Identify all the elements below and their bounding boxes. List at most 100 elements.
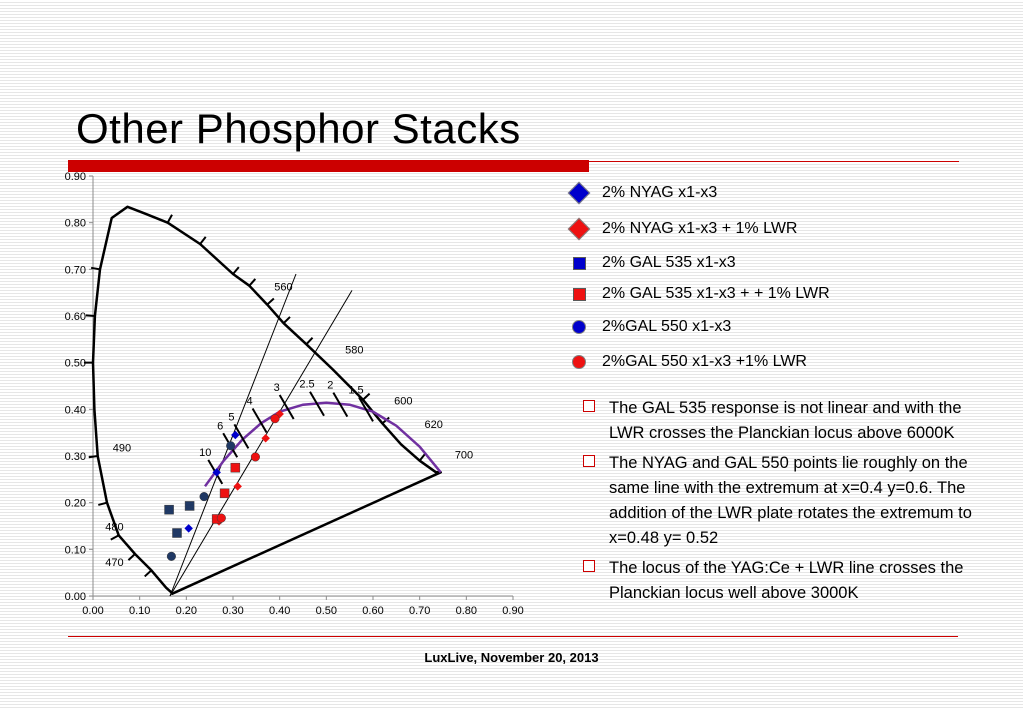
footer-rule <box>68 636 958 637</box>
wavelength-label: 600 <box>394 396 412 408</box>
data-point-circle <box>270 414 280 424</box>
data-point-circle <box>166 551 176 561</box>
bullet-text: The NYAG and GAL 550 points lie roughly … <box>609 454 972 547</box>
legend-label: 2% NYAG x1-x3 <box>602 184 718 201</box>
x-tick-label: 0.10 <box>129 605 150 617</box>
y-tick-label: 0.90 <box>65 171 86 183</box>
y-tick-label: 0.30 <box>65 451 86 463</box>
wavelength-tick <box>362 392 371 401</box>
x-tick-label: 0.40 <box>269 605 290 617</box>
planckian-locus: 10 65 4 3 2.5 2 1.5 <box>169 273 442 597</box>
bullet-item: The NYAG and GAL 550 points lie roughly … <box>583 451 983 551</box>
wavelength-tick <box>199 236 207 245</box>
data-point-diamond <box>261 434 270 443</box>
wavelength-tick <box>418 453 427 462</box>
cct-label: 4 <box>247 396 253 408</box>
data-point-square <box>164 504 174 515</box>
data-point-circle <box>226 441 236 451</box>
planckian-locus-curve <box>203 401 442 488</box>
bullet-list: The GAL 535 response is not linear and w… <box>583 396 983 611</box>
y-tick-label: 0.20 <box>65 498 86 510</box>
data-point-square <box>219 488 230 499</box>
cct-label: 2.5 <box>299 379 314 391</box>
data-point-diamond <box>212 468 221 477</box>
wavelength-tick <box>98 501 108 506</box>
title-underline-red <box>68 160 589 172</box>
x-tick-label: 0.70 <box>409 605 430 617</box>
legend-label: 2% GAL 535 x1-x3 + + 1% LWR <box>602 285 830 302</box>
wavelength-tick <box>110 534 120 541</box>
bullet-text: The locus of the YAG:Ce + LWR line cross… <box>609 559 964 602</box>
chart-points <box>164 409 284 561</box>
reference-line <box>169 290 353 597</box>
wavelength-tick <box>127 553 136 561</box>
legend-item-nyag-lwr: 2% NYAG x1-x3 + 1% LWR <box>567 216 798 242</box>
y-tick-label: 0.80 <box>65 218 86 230</box>
cct-label: 10 <box>199 447 211 459</box>
x-tick-label: 0.60 <box>362 605 383 617</box>
legend-symbol-red-diamond <box>567 217 591 241</box>
data-point-circle <box>199 492 209 502</box>
y-tick-label: 0.70 <box>65 264 86 276</box>
data-point-square <box>172 528 182 538</box>
wavelength-tick <box>144 569 153 578</box>
wavelength-tick <box>248 278 257 287</box>
wavelength-tick <box>166 214 173 224</box>
title-underline-thin <box>589 161 959 162</box>
footer-text: LuxLive, November 20, 2013 <box>424 650 599 665</box>
legend-label: 2% NYAG x1-x3 + 1% LWR <box>602 220 798 237</box>
data-point-diamond <box>233 482 242 491</box>
cct-tick <box>332 392 349 418</box>
cct-tick <box>358 396 374 422</box>
cct-tick <box>309 391 325 417</box>
x-tick-label: 0.90 <box>502 605 523 617</box>
chart-axes: 0.00 0.10 0.20 0.30 0.40 0.50 0.60 0.70 0.80 0.90… <box>65 171 524 617</box>
spectral-locus: 470 480 490 560 580 600 620 700 <box>83 205 473 595</box>
legend-item-nyag: 2% NYAG x1-x3 <box>567 180 718 206</box>
wavelength-label: 560 <box>274 281 292 293</box>
cct-tick <box>233 423 250 449</box>
y-tick-label: 0.60 <box>65 311 86 323</box>
data-point-diamond <box>184 524 193 533</box>
x-tick-label: 0.00 <box>82 605 103 617</box>
y-tick-label: 0.00 <box>65 591 86 603</box>
legend-label: 2%GAL 550 x1-x3 +1% LWR <box>602 353 807 370</box>
wavelength-tick <box>90 266 101 271</box>
legend-item-gal550: 2%GAL 550 x1-x3 <box>568 314 731 340</box>
legend-symbol-red-square <box>568 283 590 305</box>
bullet-box-icon <box>583 400 595 412</box>
page-title: Other Phosphor Stacks <box>76 105 521 152</box>
x-tick-label: 0.80 <box>456 605 477 617</box>
data-point-square <box>230 462 241 473</box>
bullet-item: The locus of the YAG:Ce + LWR line cross… <box>583 556 983 606</box>
chromaticity-chart: 0.00 0.10 0.20 0.30 0.40 0.50 0.60 0.70 0.80 0.90… <box>65 171 524 617</box>
data-point-circle <box>250 452 260 462</box>
wavelength-tick <box>266 297 275 306</box>
bullet-item: The GAL 535 response is not linear and w… <box>583 396 983 446</box>
legend-item-gal535: 2% GAL 535 x1-x3 <box>568 250 736 276</box>
wavelength-label: 490 <box>113 442 131 454</box>
wavelength-tick <box>232 266 240 275</box>
wavelength-tick <box>88 455 98 459</box>
wavelength-label: 480 <box>105 522 123 534</box>
bullet-box-icon <box>583 455 595 467</box>
data-point-circle <box>216 513 226 523</box>
bullet-box-icon <box>583 560 595 572</box>
legend-label: 2%GAL 550 x1-x3 <box>602 318 732 335</box>
x-tick-label: 0.20 <box>176 605 197 617</box>
cct-label: 6 <box>217 420 223 432</box>
cct-label: 1.5 <box>348 384 363 396</box>
y-tick-label: 0.10 <box>65 544 86 556</box>
y-tick-label: 0.40 <box>65 404 86 416</box>
wavelength-tick <box>305 337 314 345</box>
cct-label: 5 <box>228 411 234 423</box>
legend-symbol-blue-circle <box>568 316 590 338</box>
cct-tick <box>278 394 295 420</box>
bullet-text: The GAL 535 response is not linear and w… <box>609 399 962 442</box>
wavelength-label: 470 <box>105 557 123 569</box>
data-point-diamond <box>231 430 240 440</box>
x-tick-label: 0.30 <box>222 605 243 617</box>
spectral-locus-outline <box>91 205 442 595</box>
legend-symbol-red-circle <box>568 351 590 373</box>
x-tick-label: 0.50 <box>316 605 337 617</box>
